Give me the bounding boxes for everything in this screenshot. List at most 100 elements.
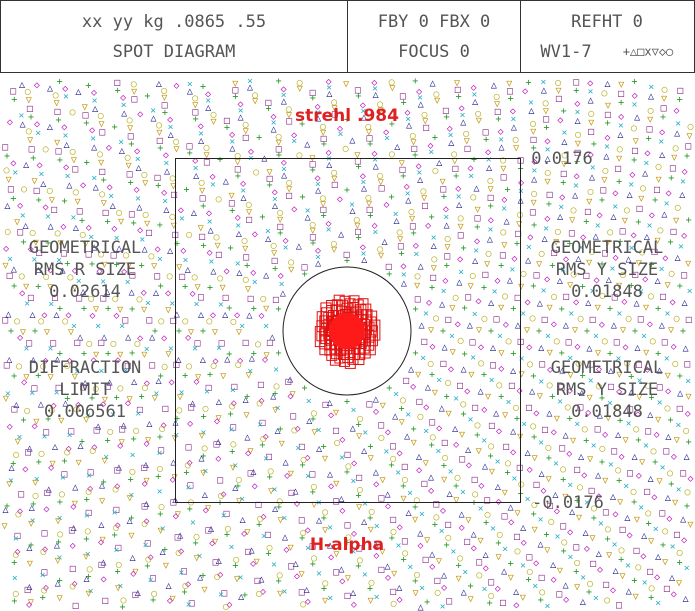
spot: ◇ bbox=[373, 551, 379, 562]
spot: □ bbox=[603, 507, 609, 518]
spot: □ bbox=[356, 473, 362, 484]
spot: ◇ bbox=[226, 600, 232, 611]
spot: △ bbox=[626, 586, 632, 597]
spot: ◇ bbox=[51, 400, 57, 411]
spot: ○ bbox=[343, 144, 349, 155]
spot: ▽ bbox=[459, 429, 465, 440]
spot: ○ bbox=[334, 437, 340, 448]
spot: △ bbox=[326, 159, 332, 170]
spot: ○ bbox=[67, 272, 73, 283]
spot: △ bbox=[580, 596, 586, 607]
left-label: 0.02614 bbox=[49, 282, 121, 302]
spot: ○ bbox=[145, 554, 151, 565]
spot: ○ bbox=[236, 474, 242, 485]
spot: × bbox=[472, 309, 478, 320]
spot: ▽ bbox=[555, 85, 561, 96]
spot: ▽ bbox=[456, 573, 462, 584]
spot: △ bbox=[48, 221, 54, 232]
spot: × bbox=[247, 76, 253, 87]
spot: + bbox=[401, 97, 407, 108]
spot: △ bbox=[280, 288, 286, 299]
spot: × bbox=[657, 398, 663, 409]
spot: △ bbox=[238, 592, 244, 603]
spot: × bbox=[543, 223, 549, 234]
spot: ▽ bbox=[102, 395, 108, 406]
spot: + bbox=[299, 460, 305, 471]
spot: ○ bbox=[555, 227, 561, 238]
spot: + bbox=[174, 239, 180, 250]
spot: × bbox=[114, 233, 120, 244]
spot: △ bbox=[467, 320, 473, 331]
spot: ▽ bbox=[93, 304, 99, 315]
spot: × bbox=[419, 583, 425, 594]
spot: × bbox=[520, 560, 526, 571]
spot: ○ bbox=[230, 439, 236, 450]
spot: △ bbox=[606, 275, 612, 286]
spot: □ bbox=[154, 172, 160, 183]
spot: ◇ bbox=[597, 564, 603, 575]
spot: × bbox=[659, 264, 665, 275]
spot: ○ bbox=[618, 545, 624, 556]
spot: + bbox=[400, 481, 406, 492]
spot: × bbox=[63, 92, 69, 103]
spot: × bbox=[193, 163, 199, 174]
spot: × bbox=[545, 331, 551, 342]
spot: ▽ bbox=[48, 372, 54, 383]
spot: ◇ bbox=[80, 180, 86, 191]
spot: + bbox=[483, 518, 489, 529]
spot: ▽ bbox=[55, 516, 61, 527]
spot: △ bbox=[632, 452, 638, 463]
spot: ◇ bbox=[224, 266, 230, 277]
spot: ▽ bbox=[212, 327, 218, 338]
spot: × bbox=[207, 217, 213, 228]
spot: △ bbox=[338, 564, 344, 575]
spot: △ bbox=[488, 298, 494, 309]
spot: ▽ bbox=[514, 508, 520, 519]
spot: □ bbox=[320, 205, 326, 216]
spot: ○ bbox=[615, 402, 621, 413]
spot: □ bbox=[146, 315, 152, 326]
spot: × bbox=[450, 547, 456, 558]
spot: △ bbox=[272, 504, 278, 515]
spot: △ bbox=[459, 509, 465, 520]
spot: ◇ bbox=[659, 127, 665, 138]
spot: □ bbox=[490, 360, 496, 371]
spot: × bbox=[407, 488, 413, 499]
spot: △ bbox=[93, 182, 99, 193]
spot: ▽ bbox=[468, 281, 474, 292]
spot: × bbox=[67, 430, 73, 441]
spot: + bbox=[444, 540, 450, 551]
spot: ○ bbox=[210, 110, 216, 121]
spot: □ bbox=[551, 248, 557, 259]
spot: ▽ bbox=[656, 476, 662, 487]
spot: □ bbox=[205, 525, 211, 536]
spot: × bbox=[492, 287, 498, 298]
spot: △ bbox=[38, 399, 44, 410]
spot: + bbox=[388, 460, 394, 471]
spot: × bbox=[60, 472, 66, 483]
spot: □ bbox=[243, 252, 249, 263]
spot: ▽ bbox=[513, 143, 519, 154]
spot: ▽ bbox=[636, 392, 642, 403]
spot: □ bbox=[18, 489, 24, 500]
spot: ○ bbox=[357, 484, 363, 495]
spot: ○ bbox=[286, 178, 292, 189]
spot: × bbox=[62, 131, 68, 142]
spot: + bbox=[453, 481, 459, 492]
spot: + bbox=[389, 533, 395, 544]
spot: ◇ bbox=[647, 319, 653, 330]
spot: ○ bbox=[116, 207, 122, 218]
spot: ○ bbox=[233, 554, 239, 565]
spot: × bbox=[505, 397, 511, 408]
spot: ◇ bbox=[588, 150, 594, 161]
spot: ◇ bbox=[17, 506, 23, 517]
spot: ▽ bbox=[476, 116, 482, 127]
right-label: 0.01848 bbox=[571, 402, 643, 422]
spot: ◇ bbox=[551, 574, 557, 585]
spot: × bbox=[71, 321, 77, 332]
spot: □ bbox=[288, 561, 294, 572]
spot: + bbox=[344, 185, 350, 196]
spot: × bbox=[685, 376, 691, 387]
spot: △ bbox=[625, 254, 631, 265]
spot: × bbox=[84, 511, 90, 522]
